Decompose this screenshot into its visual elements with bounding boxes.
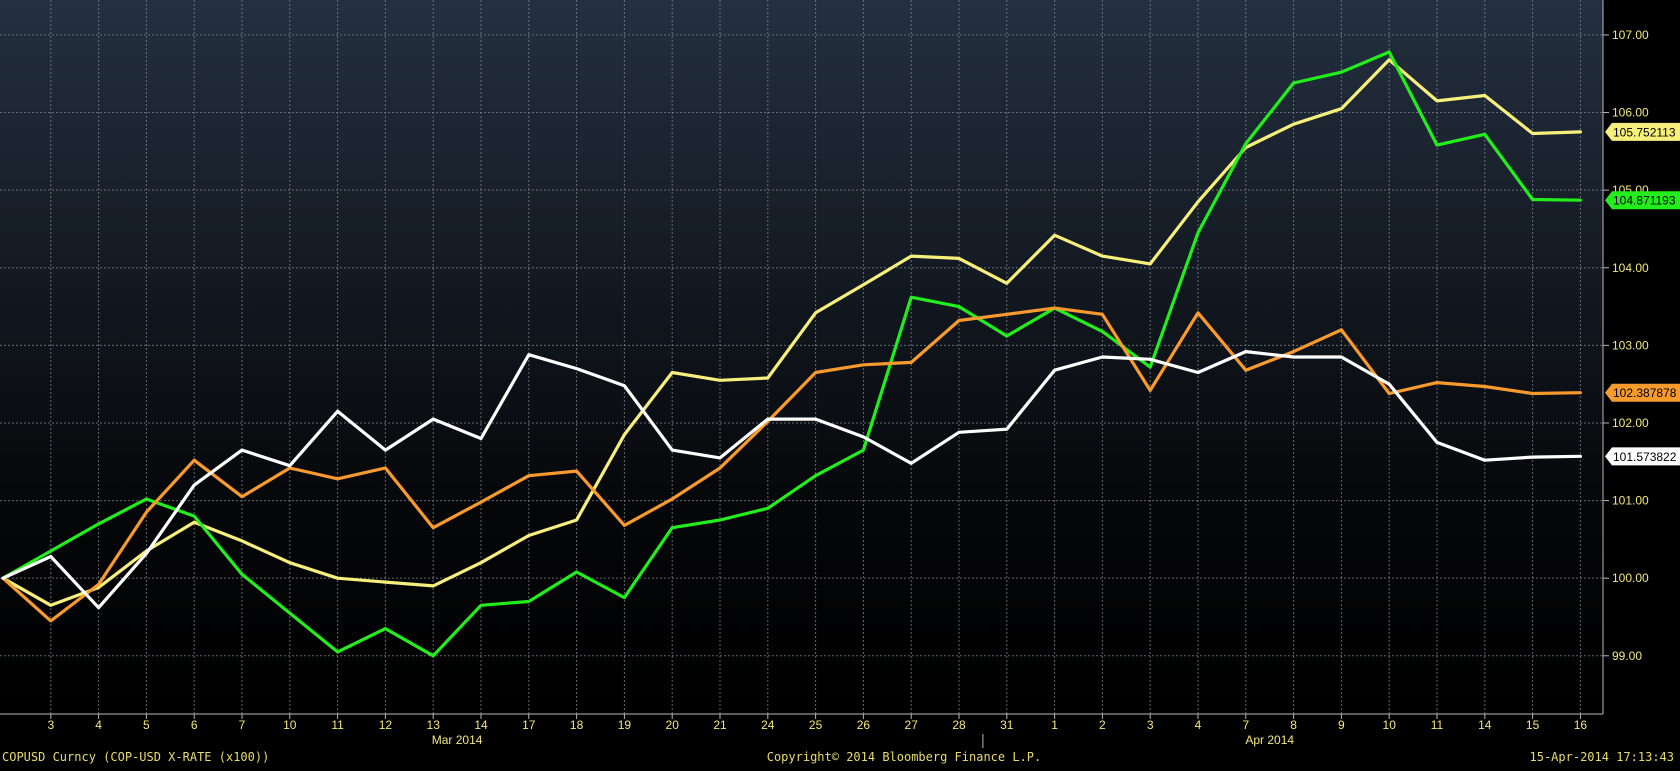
x-tick-label: 10 [283,718,297,732]
x-tick-label: 19 [618,718,632,732]
y-tick-label: 102.00 [1612,416,1649,430]
series-line-4 [1,350,1583,610]
end-label-value: 101.573822 [1613,450,1677,464]
x-tick-label: 14 [1478,718,1492,732]
series-line-3 [1,306,1583,623]
y-tick-label: 104.00 [1612,261,1649,275]
series-layer [1,50,1583,658]
end-label-tag [1605,191,1680,210]
end-label-4: 101.573822 [1605,447,1680,466]
footer: COPUSD Curncy (COP-USD X-RATE (x100)) Co… [0,748,1680,766]
x-tick-label: 24 [761,718,775,732]
y-tick-label: 101.00 [1612,494,1649,508]
x-tick-label: 13 [427,718,441,732]
footer-ticker: COPUSD Curncy (COP-USD X-RATE (x100)) [2,750,270,764]
series-line-1 [1,58,1583,607]
x-tick-label: 6 [191,718,198,732]
x-tick-label: 16 [1574,718,1588,732]
y-tick-label: 106.00 [1612,106,1649,120]
y-tick-label: 103.00 [1612,338,1649,352]
footer-timestamp: 15-Apr-2014 17:13:43 [1529,750,1675,764]
x-tick-label: 20 [666,718,680,732]
end-label-value: 104.871193 [1613,194,1676,208]
x-tick-label: 28 [952,718,966,732]
x-tick-label: 12 [379,718,393,732]
x-tick-label: 14 [474,718,488,732]
x-tick-label: 2 [1099,718,1106,732]
end-label-tag [1605,447,1680,466]
x-tick-label: 7 [1242,718,1249,732]
y-tick-label: 99.00 [1612,649,1642,663]
x-tick-label: 9 [1338,718,1345,732]
end-label-value: 105.752113 [1613,125,1676,139]
x-tick-label: 3 [1147,718,1154,732]
end-label-2: 104.871193 [1605,191,1680,210]
x-tick-label: 26 [857,718,871,732]
end-label-3: 102.387878 [1605,383,1680,402]
x-tick-label: 15 [1526,718,1540,732]
x-tick-label: 7 [239,718,246,732]
x-tick-label: 10 [1383,718,1397,732]
footer-copyright: Copyright© 2014 Bloomberg Finance L.P. [766,750,1042,764]
end-label-value: 102.387878 [1613,386,1677,400]
x-tick-label: 27 [905,718,919,732]
x-tick-label: 11 [1431,718,1444,732]
x-tick-label: 4 [95,718,102,732]
x-tick-label: 3 [47,718,54,732]
x-tick-label: 8 [1290,718,1297,732]
y-tick-label: 107.00 [1612,28,1649,42]
x-tick-label: 31 [1000,718,1014,732]
series-line-2 [1,50,1583,658]
x-tick-label: 11 [331,718,344,732]
x-month-label: Apr 2014 [1245,733,1294,747]
x-tick-label: 5 [143,718,150,732]
y-tick-label: 100.00 [1612,571,1649,585]
end-label-1: 105.752113 [1605,122,1680,141]
end-labels: 105.752113 104.871193 102.387878 101.573822 [1605,122,1680,466]
x-tick-label: 4 [1195,718,1202,732]
end-label-tag [1605,122,1680,141]
x-tick-label: 25 [809,718,823,732]
x-month-label: Mar 2014 [432,733,483,747]
end-label-tag [1605,383,1680,402]
x-tick-label: 1 [1051,718,1058,732]
x-tick-label: 21 [713,718,727,732]
x-tick-label: 18 [570,718,584,732]
x-tick-label: 17 [522,718,536,732]
